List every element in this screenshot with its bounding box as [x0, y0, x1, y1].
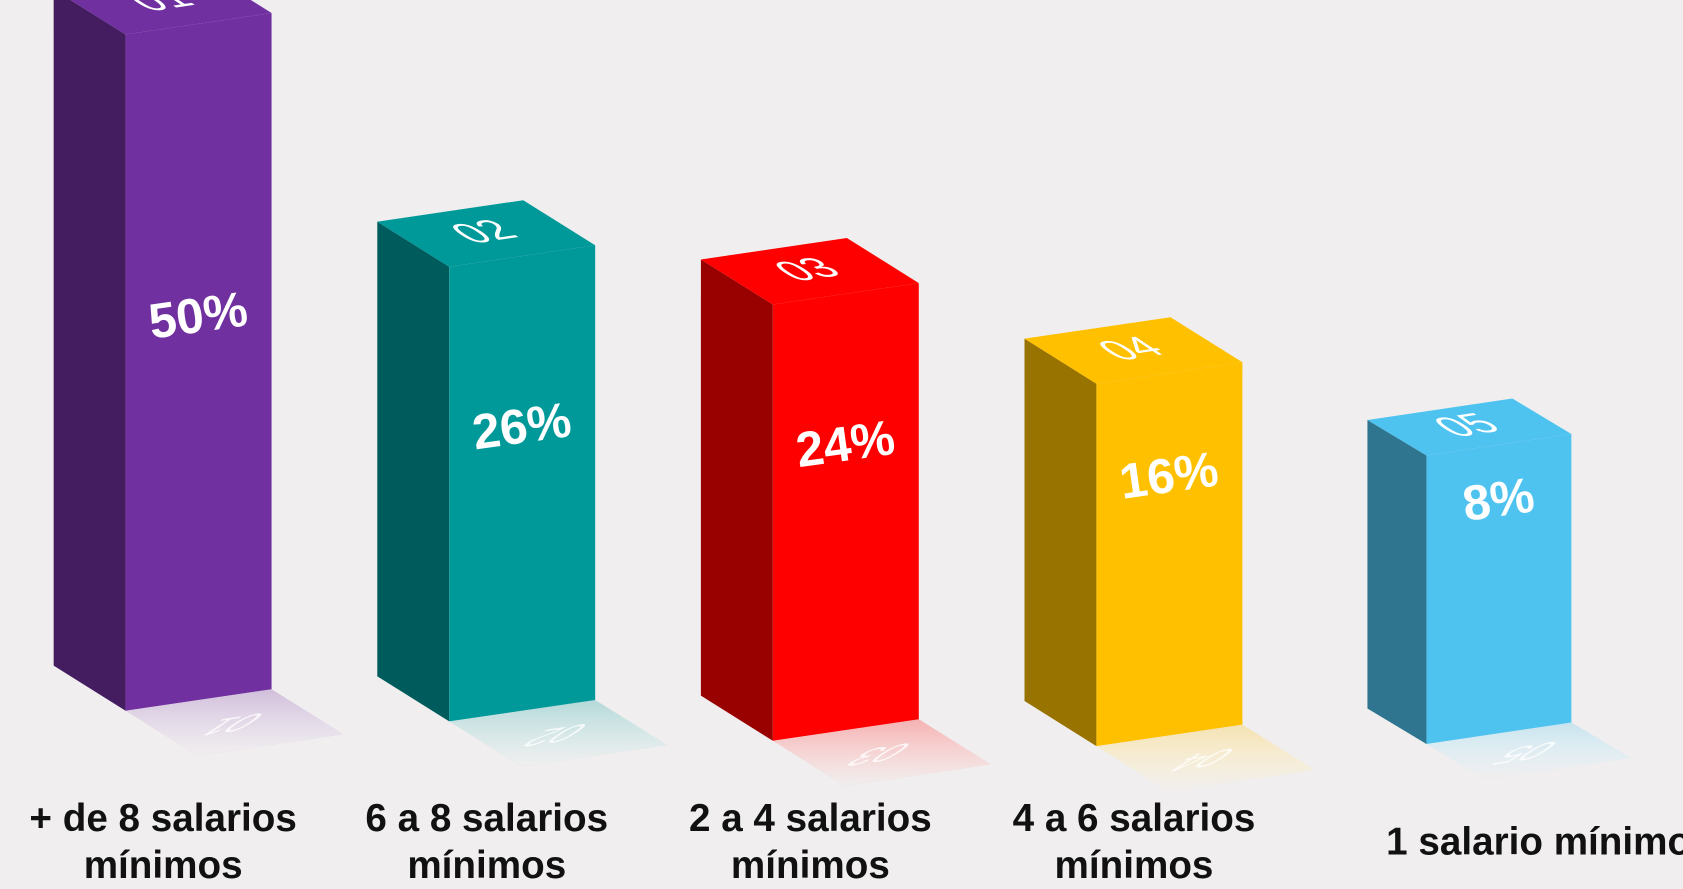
bar [377, 200, 668, 767]
value-label: 26% [469, 392, 574, 460]
category-box: 6 a 8 salarios mínimos [365, 795, 609, 887]
category-label: 6 a 8 salarios mínimos [365, 795, 609, 887]
value-label: 8% [1459, 467, 1537, 531]
reflection-fade [1096, 724, 1315, 792]
category-box: + de 8 salarios mínimos [29, 795, 297, 887]
bar [53, 0, 344, 756]
value-label: 16% [1116, 442, 1221, 510]
reflection-fade [125, 689, 344, 756]
category-label: 1 salario mínimo [1386, 819, 1683, 864]
bar-top [1367, 398, 1572, 456]
category-label: + de 8 salarios mínimos [29, 795, 297, 887]
bar-front [1426, 433, 1572, 744]
bar-side [1367, 420, 1427, 744]
bar [1367, 398, 1631, 780]
bar-front [125, 13, 272, 711]
bar-front [1096, 362, 1243, 747]
category-box: 1 salario mínimo [1386, 819, 1683, 864]
value-label: 50% [145, 281, 250, 349]
reflection-fade [1426, 722, 1631, 780]
reflection-fade [772, 719, 991, 786]
bar [1024, 317, 1315, 792]
category-box: 4 a 6 salarios mínimos [1012, 795, 1256, 887]
bar-top [70, 0, 272, 35]
category-label: 2 a 4 salarios mínimos [688, 795, 932, 887]
bar-front [772, 283, 919, 741]
bar-side [53, 0, 126, 711]
value-label: 24% [793, 410, 898, 478]
reflection-fade [449, 699, 668, 767]
bar [700, 237, 991, 786]
bar-front [449, 245, 596, 722]
category-box: 2 a 4 salarios mínimos [688, 795, 932, 887]
bar-top [377, 200, 596, 267]
category-label: 4 a 6 salarios mínimos [1012, 795, 1256, 887]
bar-top [700, 237, 919, 305]
bar-side [377, 221, 450, 722]
bar-side [700, 259, 773, 741]
bar-side [1024, 338, 1097, 747]
bar-top [1024, 317, 1243, 384]
